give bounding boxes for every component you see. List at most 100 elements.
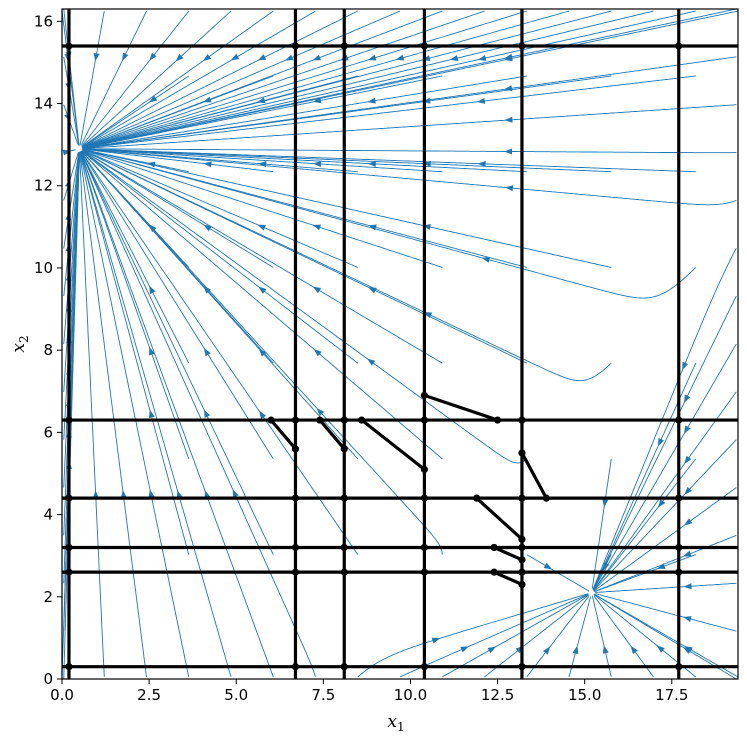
stream-arrow xyxy=(684,486,692,495)
vertex-marker xyxy=(291,543,300,552)
stream-arrow xyxy=(92,490,99,499)
y-tick-label: 12 xyxy=(34,177,53,195)
switching-segment xyxy=(475,496,524,541)
segment-endpoint xyxy=(490,568,498,576)
stream-arrow xyxy=(657,438,664,447)
vertex-marker xyxy=(518,663,526,671)
vertex-marker xyxy=(340,416,348,424)
streamline xyxy=(593,487,737,592)
vertex-marker xyxy=(65,416,73,424)
streamline xyxy=(80,150,274,460)
switching-segment xyxy=(493,546,523,562)
stream-arrow xyxy=(313,348,322,357)
vertex-marker xyxy=(291,42,300,50)
vertex-marker xyxy=(518,494,526,502)
vertex-marker xyxy=(420,568,428,576)
segment-endpoint xyxy=(267,416,275,424)
stream-arrow xyxy=(285,54,294,61)
streamline xyxy=(63,153,80,297)
streamline xyxy=(80,10,147,145)
streamline xyxy=(79,151,190,678)
stream-arrow xyxy=(657,499,666,508)
stream-arrow xyxy=(93,52,100,62)
y-tick-label: 2 xyxy=(43,588,53,606)
streamline xyxy=(82,104,737,150)
stream-arrow xyxy=(487,646,496,654)
streamline xyxy=(63,56,80,146)
vertex-marker xyxy=(675,663,683,671)
streamline xyxy=(83,148,358,173)
stream-arrow xyxy=(543,562,553,570)
stream-arrow xyxy=(368,287,377,294)
y-tick-label: 14 xyxy=(34,95,53,113)
stream-arrow xyxy=(449,55,459,61)
stream-arrow xyxy=(256,97,266,104)
streamline xyxy=(81,150,443,555)
stream-arrow xyxy=(684,455,692,465)
switching-segment xyxy=(423,393,499,422)
vertex-marker xyxy=(518,416,526,424)
streamline xyxy=(80,153,232,678)
vertex-marker xyxy=(675,568,683,576)
stream-arrow xyxy=(232,489,239,498)
streamline xyxy=(82,149,443,268)
streamline xyxy=(82,75,696,149)
stream-arrow xyxy=(395,54,405,61)
vertex-marker xyxy=(65,494,73,502)
streamline xyxy=(82,75,190,148)
stream-arrow xyxy=(120,490,127,499)
streamline xyxy=(80,152,190,555)
segment-endpoint xyxy=(490,543,498,552)
streamline xyxy=(82,10,485,149)
x-tick-label: 10.0 xyxy=(394,686,427,704)
vertex-marker xyxy=(65,663,73,671)
streamline xyxy=(63,151,80,345)
vertex-marker xyxy=(675,416,683,424)
streamline xyxy=(595,593,737,632)
vertex-marker xyxy=(340,494,348,502)
segment-endpoint xyxy=(473,494,481,502)
segment-endpoint xyxy=(340,445,348,453)
streamline xyxy=(82,148,443,173)
stream-arrow xyxy=(203,347,211,357)
streamline xyxy=(63,153,80,249)
streamline xyxy=(63,153,80,488)
streamline xyxy=(592,248,737,590)
stream-arrow xyxy=(147,161,156,168)
stream-arrow xyxy=(257,54,267,61)
stream-arrow xyxy=(149,52,157,61)
streamline xyxy=(63,9,80,146)
streamline xyxy=(80,151,190,364)
stream-arrow xyxy=(149,346,155,356)
streamline xyxy=(79,152,147,677)
vertex-marker xyxy=(420,416,428,424)
stream-arrow xyxy=(476,97,486,104)
stream-arrow xyxy=(367,54,377,61)
vertex-marker xyxy=(65,568,73,576)
x-tick-label: 0.0 xyxy=(50,686,74,704)
segment-endpoint xyxy=(542,494,550,502)
x-tick-label: 5.0 xyxy=(224,686,248,704)
streamline xyxy=(591,595,612,678)
streamline xyxy=(82,9,737,149)
streamline xyxy=(82,10,401,148)
stream-arrow xyxy=(230,53,240,61)
vertex-marker xyxy=(675,42,683,50)
streamline xyxy=(80,152,274,678)
stream-arrow xyxy=(148,224,157,233)
stream-arrow xyxy=(367,97,376,104)
streamline xyxy=(593,391,737,590)
vertex-marker xyxy=(675,543,683,552)
segment-endpoint xyxy=(420,391,428,399)
stream-arrow xyxy=(313,161,322,168)
streamline xyxy=(81,151,359,555)
streamline xyxy=(63,104,79,145)
stream-arrow xyxy=(504,148,513,155)
segment-endpoint xyxy=(291,445,300,453)
stream-arrow xyxy=(203,409,211,419)
y-tick-label: 16 xyxy=(34,12,53,30)
stream-arrow xyxy=(203,224,212,232)
switching-segment xyxy=(360,418,426,471)
vertex-marker xyxy=(340,543,348,552)
stream-arrow xyxy=(259,410,267,419)
